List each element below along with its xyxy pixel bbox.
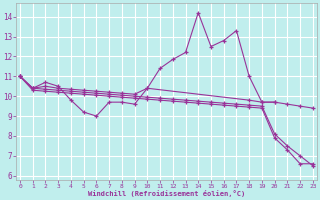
X-axis label: Windchill (Refroidissement éolien,°C): Windchill (Refroidissement éolien,°C)	[88, 190, 245, 197]
